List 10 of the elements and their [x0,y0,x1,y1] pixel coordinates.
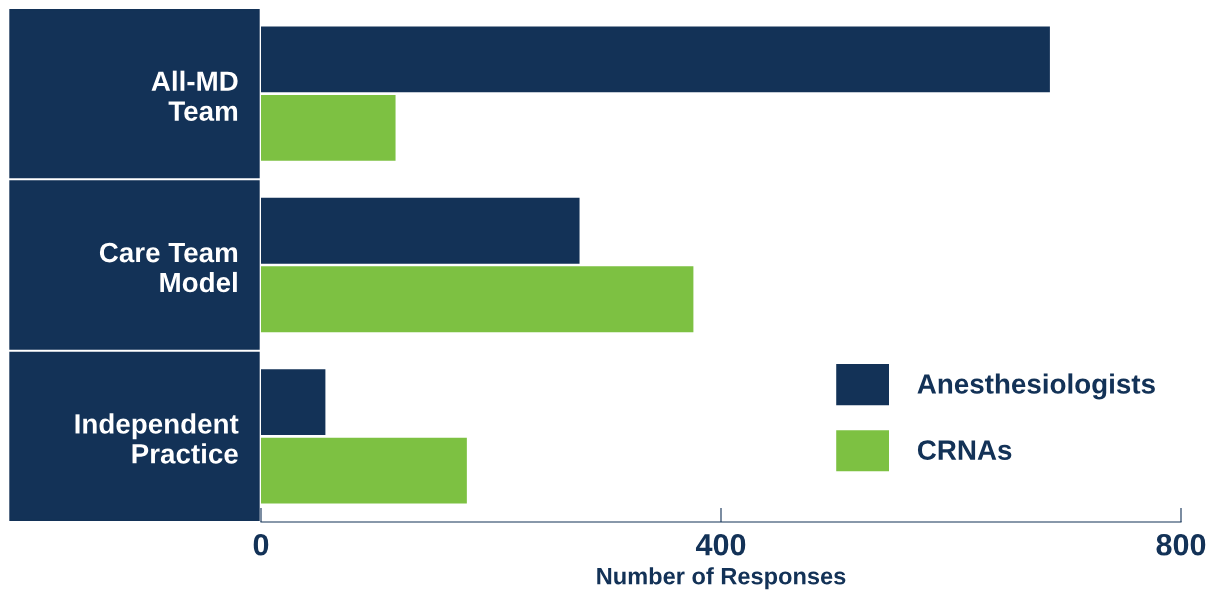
bar [261,95,396,161]
legend-label: Anesthesiologists [917,373,1155,400]
x-tick-label: 400 [695,533,746,556]
y-tick-label: Independent Practice [75,413,239,464]
y-tick-label: Care Team Model [99,242,238,293]
x-axis-title: Number of Responses [597,567,846,590]
legend-label: CRNAs [917,440,1012,460]
y-tick-label: All-MD Team [151,70,238,121]
x-tick-label: 800 [1156,533,1206,556]
x-tick-label: 0 [253,533,269,556]
